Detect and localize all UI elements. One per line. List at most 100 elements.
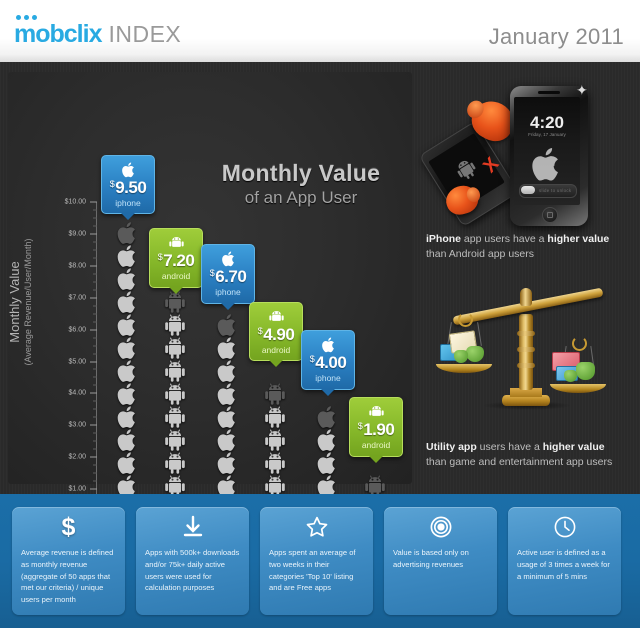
dollar-icon: $	[12, 515, 125, 541]
apple-logo-icon	[214, 473, 240, 498]
platform-label: android	[261, 344, 291, 355]
android-robot-icon	[262, 473, 288, 498]
y-minor-tick	[93, 225, 97, 227]
apple-logo-icon	[114, 358, 140, 383]
footer-card-2[interactable]: Apps with 500k+ downloads and/or 75k+ da…	[136, 507, 249, 615]
apple-logo-icon	[114, 220, 140, 245]
android-robot-icon	[362, 473, 388, 498]
value-amount: $6.70	[209, 267, 247, 287]
footer-card-5[interactable]: Active user is defined as a usage of 3 t…	[508, 507, 621, 615]
mobclix-logo[interactable]: mobclix INDEX	[14, 15, 182, 47]
y-axis-line	[96, 202, 97, 522]
apple-logo-icon	[214, 381, 240, 406]
y-minor-tick	[93, 337, 97, 339]
y-tick-label: $5.00	[68, 358, 86, 365]
y-minor-tick	[93, 249, 97, 251]
y-tick-label: $10.00	[64, 198, 86, 206]
bar-entertainment-android[interactable]	[260, 375, 290, 521]
scale-post-ring-3	[517, 331, 535, 336]
y-minor-tick	[93, 448, 97, 450]
apple-logo-icon	[114, 381, 140, 406]
android-robot-icon	[262, 450, 288, 475]
apple-logo-icon	[214, 450, 240, 475]
y-minor-tick	[93, 241, 97, 243]
y-minor-tick	[93, 408, 97, 410]
android-robot-icon	[262, 381, 288, 406]
apple-logo-icon	[314, 427, 340, 452]
y-minor-tick	[93, 376, 97, 378]
apple-logo-icon	[214, 312, 240, 337]
apple-logo-icon	[114, 404, 140, 429]
chart-title-line2: of an App User	[244, 188, 358, 207]
iphone-screen: 4:20 Friday, 17 January slide to unlock	[514, 97, 580, 205]
currency-symbol: $	[157, 252, 163, 263]
y-major-tick	[90, 233, 97, 235]
goods-money-bag-right-2	[564, 370, 577, 382]
footer-card-text: Apps with 500k+ downloads and/or 75k+ da…	[145, 548, 240, 593]
value-amount: $1.90	[357, 420, 395, 440]
scale-pan-left	[436, 364, 492, 373]
insight-emphasis: higher value	[547, 233, 610, 245]
y-minor-tick	[93, 257, 97, 259]
y-axis-title-sub: (Average Revenue/User/Month)	[23, 238, 33, 366]
android-robot-icon	[350, 403, 402, 420]
insight-emphasis: Utility app	[426, 441, 477, 453]
apple-logo-icon	[314, 450, 340, 475]
y-tick-label: $8.00	[68, 262, 86, 270]
footer-card-text: Active user is defined as a usage of 3 t…	[517, 548, 610, 581]
value-tag-games-iphone[interactable]: $4.00 iphone	[301, 330, 355, 396]
insight-plain: than game and entertainment app users	[426, 456, 613, 469]
footer-card-4[interactable]: Value is based only on advertising reven…	[384, 507, 497, 615]
platform-label: iphone	[315, 373, 341, 384]
platform-label: iphone	[215, 287, 241, 298]
iphone-device: 4:20 Friday, 17 January slide to unlock	[510, 86, 588, 226]
apple-logo-icon	[114, 289, 140, 314]
chart-title-line1: Monthly Value	[221, 160, 381, 186]
apple-logo-icon	[202, 250, 254, 267]
scale-post	[519, 314, 533, 390]
value-tag-games-android[interactable]: $1.90 android	[349, 397, 403, 463]
insight-emphasis: iPhone	[426, 233, 462, 245]
logo-dots-icon	[16, 15, 52, 23]
value-tag-entertainment-iphone[interactable]: $6.70 iphone	[201, 244, 255, 310]
footer-card-3[interactable]: Apps spent an average of two weeks in th…	[260, 507, 373, 615]
y-minor-tick	[93, 416, 97, 418]
logo-sub-text: INDEX	[108, 21, 182, 47]
apple-logo-icon	[214, 427, 240, 452]
android-robot-icon	[250, 308, 302, 325]
y-minor-tick	[93, 440, 97, 442]
apple-logo-icon	[114, 266, 140, 291]
insight-plain: app users have a	[461, 233, 548, 245]
y-tick-label: $7.00	[68, 294, 86, 302]
apple-logo-icon	[214, 358, 240, 383]
dollar-icon: $	[61, 513, 76, 541]
y-axis-title: Monthly Value (Average Revenue/User/Mont…	[7, 239, 33, 366]
iphone-clock-date: Friday, 17 January	[528, 132, 566, 137]
y-minor-tick	[93, 353, 97, 355]
insight-text-utility: Utility app users have a higher value th…	[426, 440, 626, 470]
report-date: January 2011	[488, 24, 624, 49]
header-bar: mobclix INDEX January 2011	[0, 0, 640, 62]
apple-logo-icon	[214, 335, 240, 360]
bar-utilities-iphone[interactable]	[112, 222, 142, 521]
android-robot-icon	[162, 404, 188, 429]
y-major-tick	[90, 456, 97, 458]
value-tag-entertainment-android[interactable]: $4.90 android	[249, 301, 303, 367]
value-tag-utilities-iphone[interactable]: $9.50 iphone	[101, 154, 155, 220]
android-robot-icon	[162, 450, 188, 475]
bar-entertainment-iphone[interactable]	[212, 314, 242, 521]
right-illustration-column: X 4:20 Friday, 17 January	[418, 72, 632, 484]
apple-logo-icon	[114, 427, 140, 452]
footer-card-1[interactable]: $ Average revenue is defined as monthly r…	[12, 507, 125, 615]
value-tag-utilities-android[interactable]: $7.20 android	[149, 228, 203, 294]
bar-utilities-android[interactable]	[160, 291, 190, 521]
y-minor-tick	[93, 281, 97, 283]
y-major-tick	[90, 329, 97, 331]
scale-base	[502, 395, 550, 406]
y-minor-tick	[93, 217, 97, 219]
insight-emphasis: higher value	[542, 441, 605, 453]
apple-logo-icon	[114, 473, 140, 498]
currency-symbol: $	[109, 178, 115, 189]
apple-logo-icon	[302, 336, 354, 353]
download-icon	[136, 515, 249, 541]
